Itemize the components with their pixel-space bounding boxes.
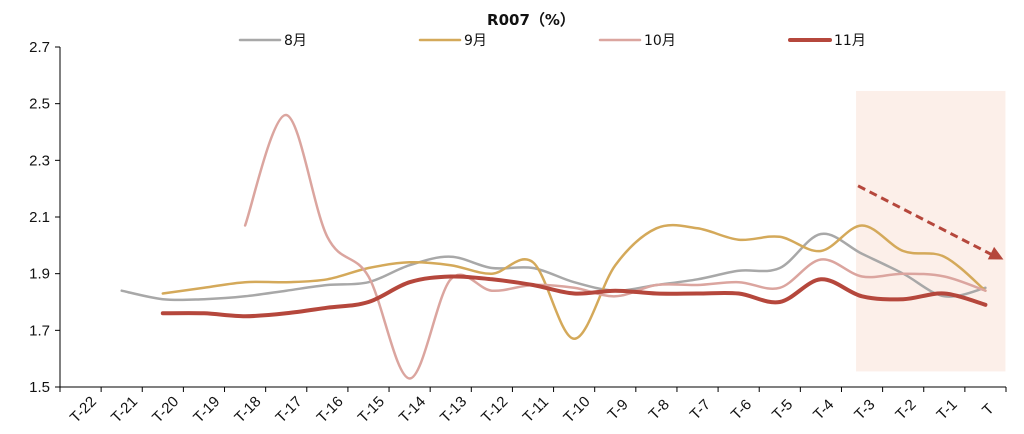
x-tick-label: T-1 (933, 396, 960, 423)
x-tick-label: T-12 (478, 393, 511, 426)
highlight-region (856, 90, 1006, 372)
series-lines (120, 113, 988, 380)
x-tick-label: T-20 (149, 393, 182, 426)
y-tick-label: 1.5 (29, 379, 50, 396)
x-tick-label: T-18 (231, 393, 264, 426)
series-line-1 (120, 232, 987, 302)
x-tick-label: T-8 (646, 396, 673, 423)
series-line-3 (243, 113, 987, 380)
x-tick-label: T-3 (851, 396, 878, 423)
x-tick-label: T-17 (272, 393, 305, 426)
x-tick-label: T-16 (314, 393, 347, 426)
x-tick-label: T-11 (520, 394, 552, 426)
trend-arrow-head (987, 246, 1004, 260)
legend-item: 11月 (788, 33, 866, 49)
y-axis: 1.5 1.7 1.9 2.1 2.3 2.5 2.7 (29, 39, 61, 396)
y-tick-label: 1.7 (29, 322, 50, 339)
x-tick-label: T-19 (190, 393, 223, 426)
x-tick-label: T-21 (108, 393, 141, 426)
x-tick-label: T-13 (437, 393, 470, 426)
series-line-4 (160, 274, 988, 319)
x-tick-label: T-7 (687, 396, 714, 423)
x-axis: T-22 T-21 T-20 T-19 T-18 T-17 T-16 T-15 T-14 T-13… (59, 386, 1007, 426)
x-tick-label: T-9 (604, 396, 631, 423)
legend-label: 8月 (284, 33, 307, 49)
x-tick-label: T-22 (67, 393, 100, 426)
x-tick-label: T-14 (396, 393, 429, 426)
x-tick-label: T-15 (355, 393, 388, 426)
y-tick-label: 2.7 (29, 39, 50, 56)
x-tick-label: T-10 (560, 393, 593, 426)
x-tick-label: T-2 (892, 396, 919, 423)
y-tick-label: 2.1 (29, 209, 50, 226)
series-line-2 (161, 223, 987, 341)
legend-item: 10月 (598, 33, 676, 49)
y-tick-label: 1.9 (29, 266, 50, 283)
legend-label: 10月 (644, 33, 676, 49)
legend-label: 11月 (834, 33, 866, 49)
trend-arrow (857, 184, 1004, 260)
legend: 8月 9月 10月 11月 (238, 33, 866, 49)
legend-item: 8月 (238, 33, 307, 49)
legend-label: 9月 (464, 33, 487, 49)
x-tick-label: T-5 (769, 396, 796, 423)
x-tick-label: T (979, 401, 998, 420)
x-tick-label: T-4 (810, 396, 837, 423)
x-tick-label: T-6 (728, 396, 755, 423)
chart-title: R007（%） (487, 11, 575, 29)
y-tick-label: 2.3 (29, 152, 50, 169)
y-tick-label: 2.5 (29, 96, 50, 113)
legend-item: 9月 (418, 33, 487, 49)
